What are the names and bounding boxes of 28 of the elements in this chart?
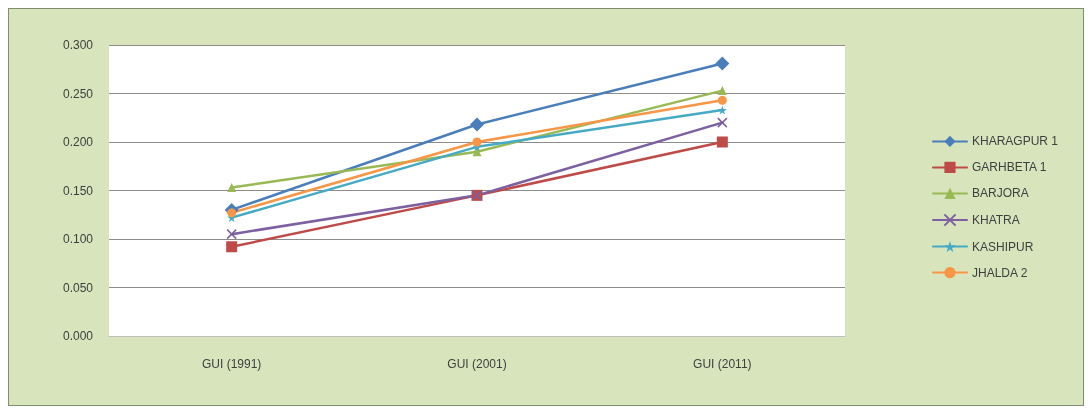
x-tick-label: GUI (2001) [447,357,507,371]
y-tick-label: 0.250 [62,86,94,101]
legend-label: KHATRA [971,213,1020,227]
legend-label: GARHBETA 1 [971,160,1047,175]
legend-label: KHARAGPUR 1 [971,134,1059,149]
point [717,105,727,115]
point [226,241,238,253]
point [717,86,727,96]
point [717,95,727,105]
point [716,136,728,148]
x-tick-label: GUI (2011) [693,357,752,371]
y-tick-label: 0.050 [62,280,94,295]
y-tick-label: 0.000 [62,329,94,343]
point [470,117,484,132]
point [226,228,237,240]
point [227,183,237,193]
y-tick-label: 0.150 [62,183,94,198]
point [715,56,730,71]
point [717,117,728,128]
y-tick-label: 0.100 [62,232,94,246]
legend-label: BARJORA [971,186,1029,201]
point [472,137,482,147]
legend-label: JHALDA 2 [971,265,1028,280]
y-tick-label: 0.200 [62,135,94,149]
x-tick-label: GUI (1991) [201,357,262,371]
point [227,208,237,218]
legend-label: KASHIPUR [971,239,1034,254]
y-tick-label: 0.300 [62,38,94,52]
